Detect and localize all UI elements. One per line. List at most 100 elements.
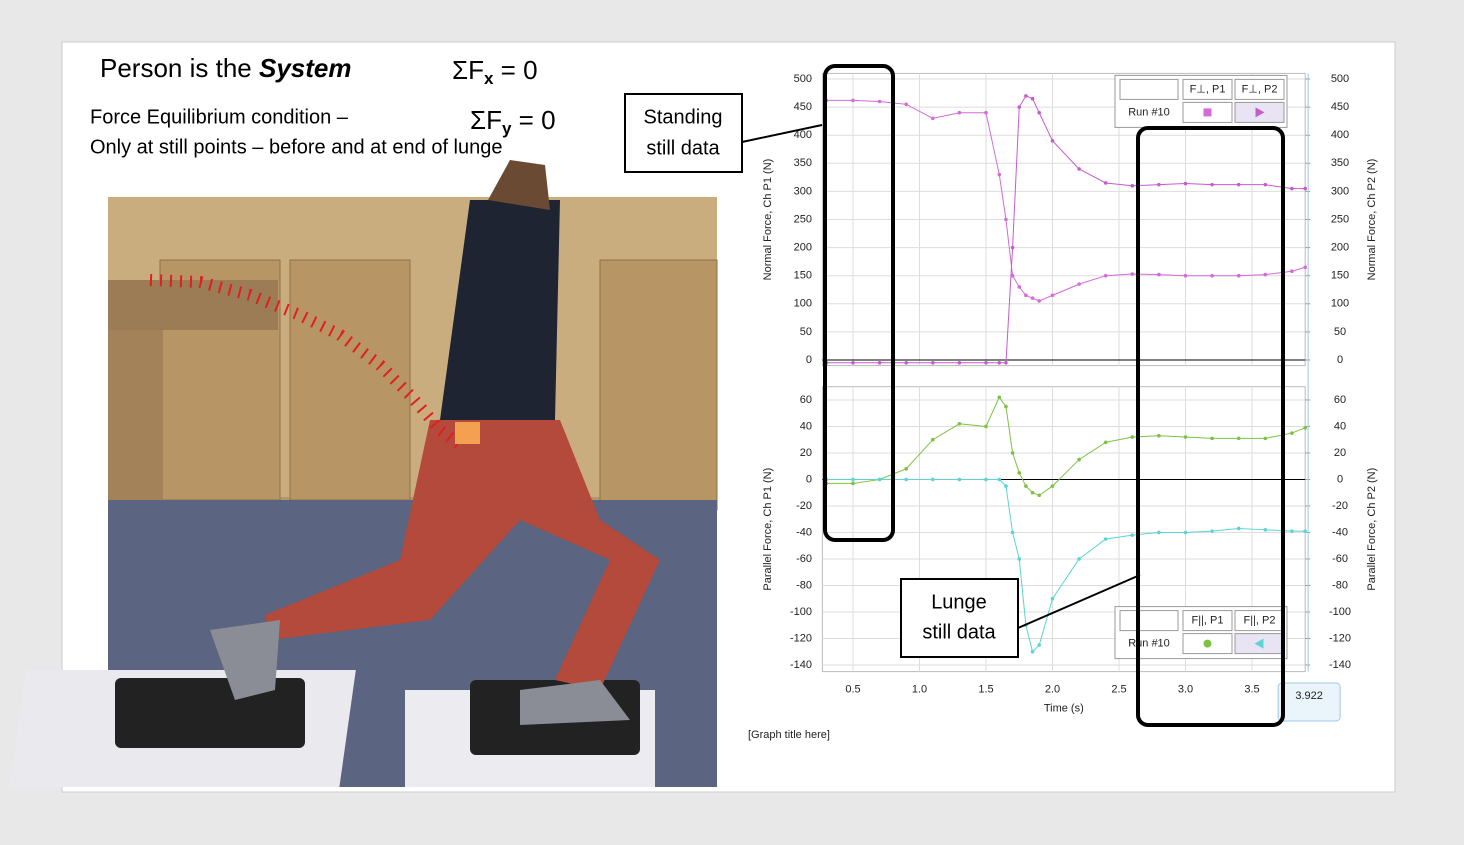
data-point: [877, 360, 882, 365]
y-tick-label: 500: [794, 73, 812, 85]
legend-label: F⊥, P2: [1242, 83, 1278, 95]
y-tick-label: 400: [794, 129, 812, 141]
data-point: [851, 481, 855, 486]
slide-title: Person is the System: [100, 53, 351, 83]
data-point: [1010, 451, 1015, 455]
y2-tick-label: -40: [1332, 526, 1348, 538]
y-tick-label: -60: [796, 553, 812, 565]
data-point: [1130, 533, 1135, 537]
data-point: [1290, 269, 1294, 273]
y-tick-label: -120: [790, 632, 812, 644]
cursor-box: [1277, 682, 1341, 722]
data-point: [1263, 182, 1268, 187]
legend-cell: [1182, 610, 1233, 632]
callout-text: Lunge: [931, 591, 987, 613]
data-point: [1050, 484, 1055, 488]
legend-marker: [1255, 107, 1265, 118]
y2-tick-label: -140: [1329, 659, 1351, 671]
subscript: y: [502, 119, 512, 138]
data-point: [997, 477, 1002, 482]
y-tick-label: 350: [794, 157, 812, 169]
y-tick-label: 50: [800, 326, 812, 338]
y-tick-label: 150: [794, 270, 812, 282]
y2-tick-label: 400: [1331, 129, 1349, 141]
data-point: [984, 360, 988, 365]
data-point: [1210, 529, 1214, 533]
data-point: [1130, 272, 1135, 276]
legend-label: F||, P1: [1191, 615, 1223, 627]
data-point: [1010, 273, 1015, 278]
data-point: [1024, 293, 1028, 298]
data-point: [877, 477, 882, 482]
data-point: [1263, 272, 1268, 277]
y-tick-label: -80: [796, 579, 812, 591]
data-point: [1004, 404, 1008, 409]
data-point: [1030, 296, 1035, 300]
y-axis-label: Normal Force, Ch P1 (N): [762, 159, 774, 281]
callout-text: Standing: [644, 106, 723, 128]
callout-box: [624, 93, 743, 173]
y2-tick-label: -100: [1329, 606, 1351, 618]
y-tick-label: 0: [806, 354, 812, 366]
y-tick-label: 450: [794, 101, 812, 113]
x-axis-label: Time (s): [1044, 703, 1084, 715]
data-point: [930, 477, 935, 482]
data-point: [1004, 484, 1008, 488]
y2-tick-label: 100: [1331, 298, 1349, 310]
data-point: [1236, 436, 1241, 441]
data-point: [1157, 433, 1161, 438]
y2-axis-label: Parallel Force, Ch P2 (N): [1366, 468, 1378, 591]
data-point: [1030, 649, 1035, 654]
data-point: [1077, 167, 1081, 171]
data-point: [904, 360, 908, 365]
x-tick-label: 1.0: [912, 684, 927, 696]
data-point: [984, 477, 988, 482]
y-tick-label: 250: [794, 213, 812, 225]
charts: 0501001502002503003504004505000501001502…: [762, 72, 1378, 722]
data-point: [1004, 360, 1008, 365]
data-point: [1037, 110, 1041, 115]
data-point: [930, 360, 935, 365]
equals: = 0: [493, 55, 537, 85]
data-point: [1077, 457, 1081, 462]
data-point: [1010, 530, 1015, 535]
sigma: ΣF: [452, 55, 484, 85]
y2-tick-label: -120: [1329, 632, 1351, 644]
data-point: [1183, 181, 1188, 186]
y2-tick-label: 60: [1334, 394, 1346, 406]
data-point: [1210, 273, 1214, 278]
y2-tick-label: 0: [1337, 354, 1343, 366]
data-point: [1024, 94, 1028, 98]
title-text: Person is the: [100, 53, 259, 83]
data-point: [1103, 440, 1108, 445]
y-tick-label: -140: [790, 659, 812, 671]
data-point: [1037, 643, 1041, 647]
y2-tick-label: -20: [1332, 500, 1348, 512]
data-point: [877, 99, 882, 104]
data-point: [930, 437, 935, 442]
data-point: [1157, 530, 1161, 535]
y2-tick-label: 50: [1334, 326, 1346, 338]
data-point: [957, 360, 962, 365]
data-point: [997, 395, 1002, 400]
data-point: [1263, 528, 1268, 532]
data-point: [1024, 484, 1028, 488]
sum-fx: ΣFx = 0: [452, 55, 538, 89]
data-point: [1050, 596, 1055, 601]
data-point: [1050, 293, 1055, 298]
callout-line: [741, 124, 823, 143]
data-point: [851, 360, 855, 365]
data-point: [957, 477, 962, 482]
data-point: [1303, 529, 1307, 533]
equals: = 0: [511, 105, 555, 135]
legend-cell: [1119, 610, 1179, 632]
x-tick-label: 1.5: [978, 684, 993, 696]
legend-cell: [1234, 78, 1285, 100]
y2-tick-label: 20: [1334, 447, 1346, 459]
data-point: [1103, 273, 1108, 278]
data-point: [957, 110, 962, 115]
y2-tick-label: 450: [1331, 101, 1349, 113]
legend-marker: [1203, 639, 1212, 648]
data-point: [1210, 182, 1214, 187]
